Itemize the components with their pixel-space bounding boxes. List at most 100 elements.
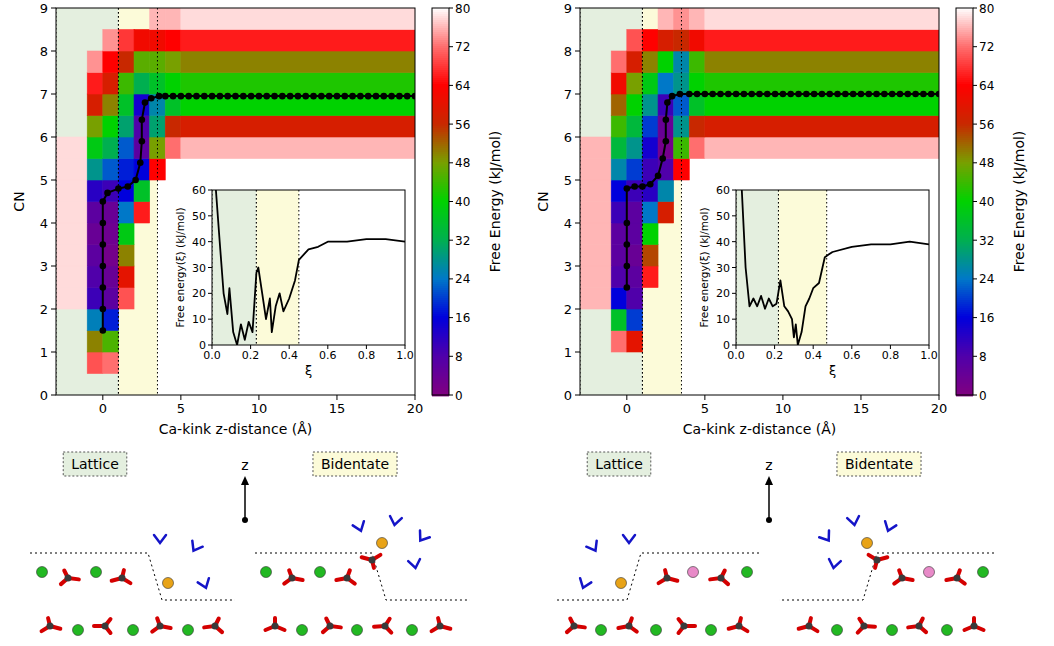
- heat-cell: [642, 137, 658, 159]
- x-tick-label: 10: [251, 401, 268, 416]
- region-boundary: [642, 8, 643, 395]
- heat-cell: [642, 116, 658, 138]
- heat-cell: [627, 309, 643, 331]
- heat-cell: [611, 73, 627, 95]
- carbonate-carbon: [119, 575, 126, 582]
- colorbar-tick-label: 80: [979, 2, 994, 16]
- z-arrow: [768, 482, 770, 520]
- carbonate-carbon: [157, 623, 164, 630]
- path-point: [201, 93, 208, 100]
- ion: [297, 625, 308, 636]
- heat-cell: [165, 73, 181, 95]
- heat-cell: [118, 245, 134, 267]
- x-axis-title: Ca-kink z-distance (Å): [159, 421, 313, 437]
- carbonate-carbon: [874, 557, 881, 564]
- x-tick-label: 5: [701, 401, 709, 416]
- heat-cell: [627, 30, 643, 52]
- path-point: [865, 91, 872, 98]
- schematic: LatticeBidentatez: [554, 452, 994, 636]
- y-tick: [51, 309, 56, 310]
- heat-cell: [103, 73, 119, 95]
- path-point: [263, 93, 270, 100]
- ion: [407, 625, 418, 636]
- path-point: [209, 93, 216, 100]
- colorbar-tick: [449, 8, 453, 9]
- path-point: [873, 91, 880, 98]
- heat-cell: [103, 352, 119, 374]
- scene-bidentate: [255, 516, 470, 636]
- plot-frame: [56, 8, 415, 395]
- path-point: [100, 306, 107, 313]
- heat-cell: [134, 51, 150, 73]
- colorbar-frame: [956, 8, 973, 395]
- path-point: [162, 93, 169, 100]
- carbonate-carbon: [65, 575, 72, 582]
- region-boundary: [118, 8, 119, 395]
- heat-cell: [150, 8, 166, 30]
- colorbar-tick: [449, 46, 453, 47]
- path-point: [748, 91, 755, 98]
- inset-x-tick-label: 0.8: [882, 349, 900, 362]
- inset-plot-area: [736, 190, 929, 345]
- inset-plot-area: [212, 190, 405, 345]
- colorbar-title: Free Energy (kJ/mol): [487, 131, 503, 273]
- heat-cell: [611, 137, 627, 159]
- heat-cell: [611, 94, 627, 116]
- carbonate-carbon: [212, 623, 219, 630]
- region-boundary: [681, 8, 682, 395]
- path-point: [702, 91, 709, 98]
- inset-region-boundary: [256, 190, 257, 345]
- colorbar-tick-label: 0: [979, 389, 987, 403]
- path-point: [920, 91, 927, 98]
- inset-x-tick-label: 0.4: [280, 349, 298, 362]
- path-point: [334, 93, 341, 100]
- path-point: [897, 91, 904, 98]
- inset-y-tick: [732, 345, 736, 346]
- inset-x-tick-label: 0.2: [242, 349, 260, 362]
- inset-x-tick-label: 1.0: [920, 349, 938, 362]
- colorbar-tick: [973, 278, 977, 279]
- heat-cell: [134, 202, 150, 224]
- y-tick-label: 3: [564, 259, 572, 274]
- plot-frame: [580, 8, 939, 395]
- inset-region-boundary: [778, 190, 779, 345]
- heat-cell: [181, 116, 415, 138]
- heat-cell: [87, 73, 103, 95]
- heat-cell: [611, 331, 627, 353]
- heat-cell: [118, 116, 134, 138]
- y-tick-label: 2: [40, 302, 48, 317]
- colorbar-tick-label: 0: [455, 389, 463, 403]
- colorbar-tick: [449, 240, 453, 241]
- ion: [942, 625, 953, 636]
- y-tick-label: 9: [40, 1, 48, 16]
- inset: 0.00.20.40.60.81.00102030405060ξFree ene…: [698, 184, 938, 378]
- water: [586, 541, 596, 551]
- colorbar-tick-label: 8: [979, 350, 987, 364]
- path-point: [889, 91, 896, 98]
- y-tick-label: 2: [564, 302, 572, 317]
- path-point: [842, 91, 849, 98]
- water: [154, 535, 166, 543]
- path-point: [142, 99, 149, 106]
- heat-cell: [642, 245, 658, 267]
- path-point: [624, 284, 631, 291]
- y-tick: [575, 94, 580, 95]
- path-point: [404, 93, 411, 100]
- heat-cell: [705, 8, 939, 30]
- scene-lattice: [30, 535, 235, 636]
- path-point: [928, 91, 935, 98]
- y-tick: [51, 94, 56, 95]
- heat-cell: [580, 159, 611, 181]
- inset-y-tick-label: 60: [716, 184, 730, 197]
- colorbar-tick: [973, 8, 977, 9]
- path-point: [248, 93, 255, 100]
- water: [829, 559, 841, 568]
- y-tick-label: 8: [564, 44, 572, 59]
- ion: [924, 567, 935, 578]
- colorbar-tick-label: 80: [455, 2, 470, 16]
- ion: [37, 567, 48, 578]
- path-point: [295, 93, 302, 100]
- path-point: [100, 327, 107, 334]
- water: [847, 516, 859, 525]
- inset-line: [216, 190, 405, 345]
